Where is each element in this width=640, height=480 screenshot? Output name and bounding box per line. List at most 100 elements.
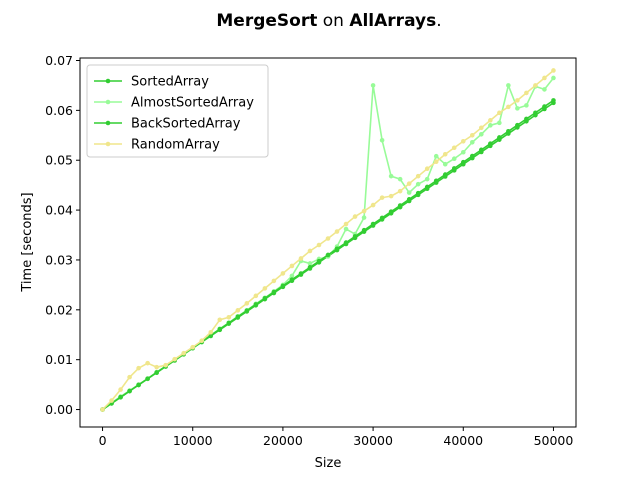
data-point-RandomArray xyxy=(533,83,538,88)
data-point-AlmostSortedArray xyxy=(433,153,439,159)
data-point-BackSortedArray xyxy=(154,370,159,375)
legend-box xyxy=(86,64,269,158)
data-point-AlmostSortedArray xyxy=(361,215,367,220)
data-point-RandomArray xyxy=(479,125,484,131)
data-point-BackSortedArray xyxy=(145,376,150,381)
y-tick-label: 0.06 xyxy=(45,103,73,118)
data-point-BackSortedArray xyxy=(280,283,286,289)
data-point-BackSortedArray xyxy=(451,166,457,171)
data-point-RandomArray xyxy=(208,329,214,335)
data-point-RandomArray xyxy=(551,68,556,73)
legend-swatch-marker xyxy=(105,99,111,105)
data-point-RandomArray xyxy=(524,90,529,96)
data-point-RandomArray xyxy=(343,221,349,227)
data-point-BackSortedArray xyxy=(253,302,259,307)
legend-label: RandomArray xyxy=(131,138,220,153)
data-point-AlmostSortedArray xyxy=(289,273,295,279)
data-point-BackSortedArray xyxy=(506,129,511,134)
data-point-BackSortedArray xyxy=(388,209,394,214)
y-tick-label: 0.00 xyxy=(45,402,73,417)
data-point-BackSortedArray xyxy=(497,135,502,140)
data-point-BackSortedArray xyxy=(226,320,232,326)
data-point-RandomArray xyxy=(424,166,430,171)
data-point-RandomArray xyxy=(406,181,412,186)
data-point-RandomArray xyxy=(172,356,177,362)
y-tick-label: 0.02 xyxy=(45,302,73,317)
data-point-BackSortedArray xyxy=(271,289,277,295)
data-point-AlmostSortedArray xyxy=(542,87,547,92)
data-point-RandomArray xyxy=(415,173,421,179)
legend: SortedArray AlmostSortedArray BackSortedAr… xyxy=(86,64,269,158)
x-tick-label: 50000 xyxy=(534,433,574,448)
data-point-RandomArray xyxy=(271,278,277,284)
data-point-RandomArray xyxy=(497,110,502,116)
series-RandomArray xyxy=(100,68,556,412)
x-axis-label: Size xyxy=(315,456,342,471)
data-point-AlmostSortedArray xyxy=(397,176,403,182)
data-point-BackSortedArray xyxy=(379,215,385,221)
data-point-BackSortedArray xyxy=(524,116,529,122)
data-point-RandomArray xyxy=(154,364,159,370)
legend-label: SortedArray xyxy=(131,75,209,90)
data-point-RandomArray xyxy=(235,308,241,313)
data-point-BackSortedArray xyxy=(424,184,430,190)
data-point-AlmostSortedArray xyxy=(479,131,484,137)
data-point-BackSortedArray xyxy=(352,234,358,239)
data-point-RandomArray xyxy=(199,338,205,344)
data-point-RandomArray xyxy=(217,317,223,323)
x-tick-label: 30000 xyxy=(353,433,393,448)
legend-item-AlmostSortedArray: AlmostSortedArray xyxy=(94,96,254,111)
series-layer xyxy=(100,68,556,412)
data-point-AlmostSortedArray xyxy=(497,120,502,126)
data-point-BackSortedArray xyxy=(406,197,412,202)
data-point-BackSortedArray xyxy=(136,382,141,388)
data-point-RandomArray xyxy=(542,75,547,81)
chart-title: MergeSort on AllArrays. xyxy=(216,11,441,31)
x-tick-label: 10000 xyxy=(173,433,213,448)
data-point-RandomArray xyxy=(190,344,196,350)
x-tick-label: 0 xyxy=(99,433,107,448)
legend-swatch-marker xyxy=(105,141,111,147)
data-point-BackSortedArray xyxy=(334,246,340,252)
data-point-BackSortedArray xyxy=(343,240,349,245)
data-point-RandomArray xyxy=(307,248,313,254)
legend-item-RandomArray: RandomArray xyxy=(94,138,220,153)
data-point-RandomArray xyxy=(506,104,511,110)
y-axis-label: Time [seconds] xyxy=(20,192,35,292)
data-point-AlmostSortedArray xyxy=(460,149,466,155)
data-point-BackSortedArray xyxy=(118,394,123,400)
data-point-RandomArray xyxy=(136,365,141,371)
data-point-RandomArray xyxy=(226,314,232,320)
data-point-AlmostSortedArray xyxy=(388,173,394,179)
legend-label: AlmostSortedArray xyxy=(131,96,254,111)
data-point-AlmostSortedArray xyxy=(370,83,376,88)
data-point-AlmostSortedArray xyxy=(506,83,511,88)
data-point-RandomArray xyxy=(181,350,187,356)
data-point-RandomArray xyxy=(109,398,114,403)
data-point-BackSortedArray xyxy=(469,153,475,159)
data-point-BackSortedArray xyxy=(551,98,556,103)
data-point-BackSortedArray xyxy=(325,252,331,258)
y-tick-label: 0.04 xyxy=(45,203,73,218)
data-point-RandomArray xyxy=(469,132,475,138)
data-point-BackSortedArray xyxy=(515,122,520,128)
data-point-AlmostSortedArray xyxy=(379,137,385,143)
data-point-RandomArray xyxy=(298,256,304,261)
data-point-RandomArray xyxy=(442,151,448,157)
data-point-BackSortedArray xyxy=(235,314,241,320)
legend-item-SortedArray: SortedArray xyxy=(94,75,209,90)
data-point-AlmostSortedArray xyxy=(343,226,349,232)
legend-label: BackSortedArray xyxy=(131,117,241,132)
data-point-BackSortedArray xyxy=(316,258,322,264)
data-point-RandomArray xyxy=(289,263,295,269)
data-point-AlmostSortedArray xyxy=(451,156,457,162)
data-point-AlmostSortedArray xyxy=(469,139,475,145)
data-point-BackSortedArray xyxy=(397,203,403,208)
data-point-BackSortedArray xyxy=(217,326,223,332)
title-part-3: . xyxy=(436,11,441,31)
x-tick-label: 40000 xyxy=(443,433,483,448)
y-tick-label: 0.01 xyxy=(45,352,73,367)
data-point-RandomArray xyxy=(388,193,394,199)
data-point-BackSortedArray xyxy=(442,172,448,177)
